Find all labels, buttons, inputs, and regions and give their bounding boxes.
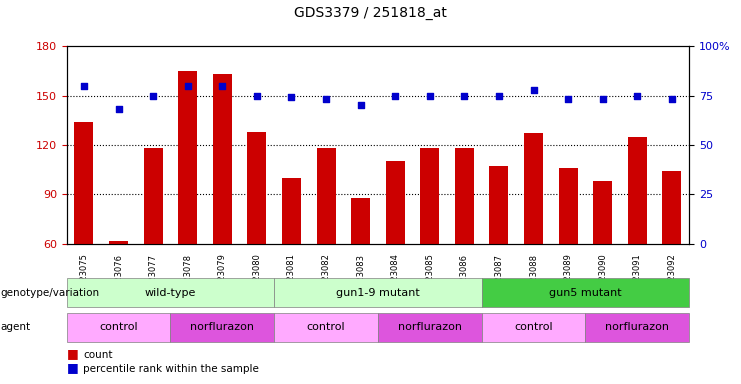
Text: control: control xyxy=(514,322,553,333)
Bar xyxy=(351,198,370,244)
Bar xyxy=(144,148,162,244)
Point xyxy=(493,93,505,99)
Text: gun1-9 mutant: gun1-9 mutant xyxy=(336,288,420,298)
Bar xyxy=(274,278,482,308)
Text: GDS3379 / 251818_at: GDS3379 / 251818_at xyxy=(294,6,447,20)
Bar xyxy=(67,313,170,342)
Text: norflurazon: norflurazon xyxy=(605,322,669,333)
Bar xyxy=(559,168,577,244)
Text: gun5 mutant: gun5 mutant xyxy=(549,288,622,298)
Bar xyxy=(524,133,543,244)
Point xyxy=(182,83,193,89)
Bar xyxy=(489,166,508,244)
Text: ■: ■ xyxy=(67,347,79,360)
Bar xyxy=(378,313,482,342)
Point xyxy=(78,83,90,89)
Bar xyxy=(74,122,93,244)
Point xyxy=(459,93,471,99)
Bar xyxy=(662,171,682,244)
Bar xyxy=(316,148,336,244)
Point xyxy=(147,93,159,99)
Point xyxy=(320,96,332,103)
Bar xyxy=(213,74,232,244)
Bar xyxy=(585,313,689,342)
Text: control: control xyxy=(307,322,345,333)
Bar xyxy=(420,148,439,244)
Bar xyxy=(67,278,274,308)
Bar xyxy=(247,132,266,244)
Point xyxy=(113,106,124,113)
Text: ■: ■ xyxy=(67,361,79,374)
Point xyxy=(631,93,643,99)
Text: genotype/variation: genotype/variation xyxy=(1,288,100,298)
Bar xyxy=(170,313,274,342)
Text: norflurazon: norflurazon xyxy=(190,322,254,333)
Point xyxy=(216,83,228,89)
Text: agent: agent xyxy=(1,322,31,333)
Point xyxy=(285,94,297,101)
Bar xyxy=(593,181,612,244)
Bar xyxy=(109,240,128,244)
Point xyxy=(528,86,539,93)
Bar xyxy=(482,313,585,342)
Point xyxy=(389,93,401,99)
Bar xyxy=(455,148,474,244)
Bar xyxy=(282,178,301,244)
Point xyxy=(355,103,367,109)
Text: count: count xyxy=(83,350,113,360)
Text: norflurazon: norflurazon xyxy=(398,322,462,333)
Bar xyxy=(628,137,647,244)
Text: control: control xyxy=(99,322,138,333)
Point xyxy=(424,93,436,99)
Point xyxy=(251,93,263,99)
Bar xyxy=(482,278,689,308)
Bar xyxy=(178,71,197,244)
Text: percentile rank within the sample: percentile rank within the sample xyxy=(83,364,259,374)
Bar xyxy=(274,313,378,342)
Text: wild-type: wild-type xyxy=(144,288,196,298)
Point xyxy=(597,96,608,103)
Bar xyxy=(385,161,405,244)
Point xyxy=(562,96,574,103)
Point xyxy=(666,96,678,103)
